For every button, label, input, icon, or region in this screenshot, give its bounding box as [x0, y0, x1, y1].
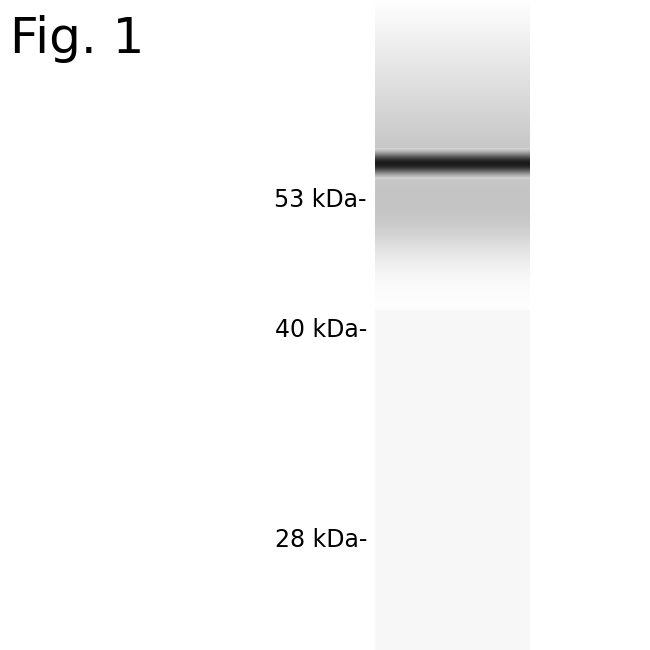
Text: Fig. 1: Fig. 1 — [10, 15, 144, 63]
Text: 40 kDa-: 40 kDa- — [275, 318, 367, 342]
Text: 53 kDa-: 53 kDa- — [274, 188, 367, 212]
Text: 28 kDa-: 28 kDa- — [274, 528, 367, 552]
